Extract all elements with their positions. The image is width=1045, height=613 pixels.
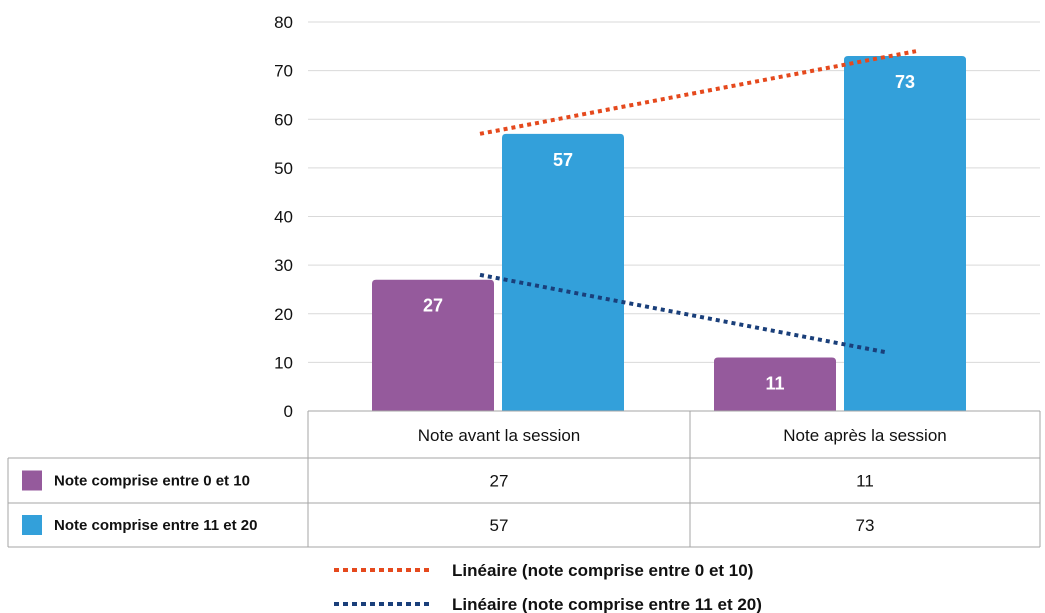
y-tick-label: 40 [274, 208, 293, 227]
legend-label: Linéaire (note comprise entre 11 et 20) [452, 595, 762, 613]
bar-value-label: 73 [895, 72, 915, 92]
table-cell-value: 57 [490, 516, 509, 535]
x-category-label: Note avant la session [418, 426, 581, 445]
series-label: Note comprise entre 0 et 10 [54, 473, 250, 490]
trendline [479, 272, 889, 355]
trendlines [479, 49, 917, 355]
legend-label: Linéaire (note comprise entre 0 et 10) [452, 561, 753, 580]
y-tick-label: 50 [274, 159, 293, 178]
bar [372, 279, 494, 411]
table-cell-value: 73 [856, 516, 875, 535]
legend-swatch [22, 515, 42, 535]
data-table: Note avant la session Note après la sessi… [7, 410, 1041, 548]
bars: 27 57 11 73 [372, 56, 966, 411]
table-cell-value: 27 [490, 472, 509, 491]
y-tick-label: 30 [274, 256, 293, 275]
y-axis-ticks: 0 10 20 30 40 50 60 70 80 [274, 13, 293, 421]
trendline [479, 49, 917, 136]
table-cell-value: 11 [856, 472, 874, 491]
bar [844, 56, 966, 411]
bar-value-label: 27 [423, 296, 443, 316]
bar-value-label: 11 [765, 374, 784, 394]
y-tick-label: 20 [274, 305, 293, 324]
y-tick-label: 0 [284, 402, 293, 421]
legend: Linéaire (note comprise entre 0 et 10) Li… [334, 561, 762, 613]
y-tick-label: 10 [274, 353, 293, 372]
bar [502, 133, 624, 411]
y-tick-label: 60 [274, 110, 293, 129]
x-category-label: Note après la session [783, 426, 946, 445]
series-label: Note comprise entre 11 et 20 [54, 517, 257, 534]
bar [714, 357, 836, 411]
legend-swatch [22, 470, 42, 491]
bar-value-label: 57 [553, 150, 573, 170]
y-tick-label: 70 [274, 62, 293, 81]
y-tick-label: 80 [274, 13, 293, 32]
